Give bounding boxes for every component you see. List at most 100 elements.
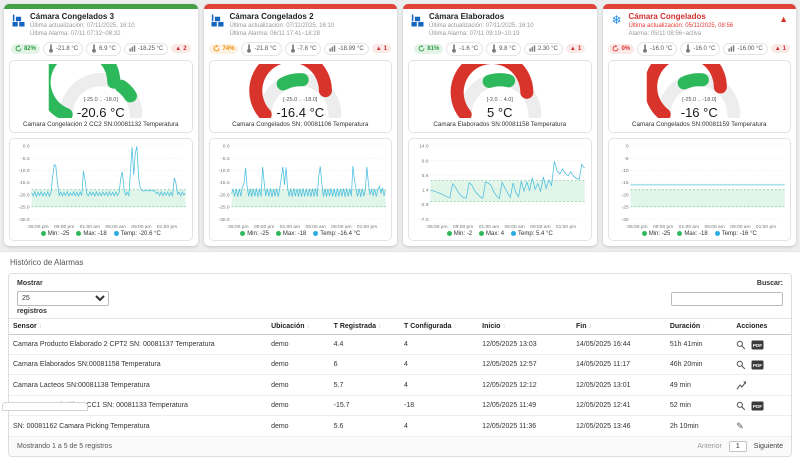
legend-min: Min: -25 (641, 231, 670, 237)
thermometer-icon (686, 44, 691, 53)
activity-icon (736, 381, 747, 390)
avg-temp-badge: 2.30 °C (523, 42, 563, 55)
column-header-t-registrada[interactable]: T Registrada ↕ (329, 318, 400, 336)
svg-text:-30.0: -30.0 (18, 216, 29, 222)
search-input[interactable] (671, 291, 783, 306)
avg-temp-badge: -18.99 °C (324, 42, 369, 55)
page-size-select[interactable]: 25 (17, 291, 109, 307)
camera-card-3: Cámara Elaborados Última actualización: 0… (403, 4, 597, 247)
pdf-icon[interactable]: PDF (751, 340, 764, 350)
availability-badge: 82% (10, 43, 40, 54)
warehouse-icon (211, 14, 224, 27)
search-icon[interactable] (736, 401, 746, 411)
chart-panel: 0 -5 -10 -15 -20 -25 -30 05:00 pm 09:00 pm 01:00 … (607, 137, 791, 242)
cell-inicio: 12/05/2025 11:36 (478, 415, 572, 438)
cell-t-registrada: -15.7 (329, 395, 400, 417)
temperature-gauge (646, 63, 741, 118)
cell-sensor: Camara Producto Elaborado 2 CPT2 SN: 000… (9, 334, 268, 356)
last-update: Última actualización: 05/11/2025, 08:56 (628, 23, 734, 30)
pagination-previous[interactable]: Anterior (697, 443, 722, 451)
warning-triangle-icon: ▲ (175, 45, 182, 52)
svg-text:01:00 pm: 01:00 pm (157, 223, 177, 229)
sort-icon: ↕ (453, 324, 457, 331)
refresh-icon (613, 45, 619, 52)
min-temp-badge: -21.8 °C (42, 41, 84, 56)
card-title: Cámara Congelados (628, 12, 706, 21)
gauge-panel: [-25.0 .. -18.0] -16 °C Camara Congelados … (607, 59, 791, 133)
svg-text:-25.0: -25.0 (18, 204, 29, 210)
edit-icon[interactable]: ✎ (736, 421, 744, 432)
gauge-value: 5 °C (487, 104, 513, 120)
max-temp-badge: 6.9 °C (86, 41, 121, 56)
pagination-next[interactable]: Siguiente (753, 443, 783, 451)
svg-text:-20.0: -20.0 (218, 192, 229, 198)
table-row: SN: 00081162 Camara Picking Temperatura d… (9, 415, 791, 438)
cell-t-configurada: -18 (399, 395, 479, 417)
pdf-icon[interactable]: PDF (751, 401, 764, 411)
svg-text:05:00 am: 05:00 am (305, 223, 325, 229)
svg-text:09:00 pm: 09:00 pm (653, 223, 673, 229)
last-update: Última actualización: 07/11/2025, 16:10 (30, 23, 135, 30)
thermometer-icon (452, 44, 457, 53)
svg-text:09:00 am: 09:00 am (331, 223, 351, 229)
activity-icon[interactable] (736, 380, 747, 391)
card-header: Cámara Congelados 2 Última actualización:… (204, 9, 398, 40)
svg-text:01:00 am: 01:00 am (678, 223, 698, 229)
camera-card-1: Cámara Congelados 3 Última actualización:… (4, 4, 198, 247)
cell-ubicacion: demo (267, 354, 330, 376)
thermometer-icon (49, 44, 53, 53)
warning-triangle-icon: ▲ (375, 45, 382, 52)
svg-text:-15.0: -15.0 (18, 180, 29, 186)
pagination-page-1[interactable]: 1 (728, 441, 747, 453)
svg-text:09:00 pm: 09:00 pm (453, 223, 473, 229)
min-temp-badge: -16.0 °C (637, 41, 678, 56)
cell-t-configurada: 4 (399, 415, 479, 438)
column-header-fin[interactable]: Fin ↕ (572, 318, 666, 336)
alarm-history-panel: Mostrar 25 registros Buscar: Sensor ↕ Ubic… (8, 273, 792, 457)
cell-duracion: 2h 10min (665, 415, 733, 438)
page-size-control: Mostrar 25 registros (17, 280, 109, 315)
gauge-value: -20.6 °C (76, 104, 125, 120)
chart-legend: Min: -25 Max: -18 Temp: -20.6 °C (12, 230, 190, 240)
svg-text:-25: -25 (621, 204, 628, 210)
avg-chart-icon (529, 45, 536, 52)
card-title: Cámara Elaborados (429, 12, 505, 21)
availability-badge: 81% (414, 43, 444, 54)
records-label: registros (17, 308, 47, 316)
svg-text:05:00 am: 05:00 am (106, 223, 126, 229)
availability-badge: 74% (209, 43, 239, 54)
column-header-t-configurada[interactable]: T Configurada ↕ (399, 318, 479, 336)
svg-text:0.0: 0.0 (222, 143, 229, 149)
thermometer-icon (92, 44, 96, 53)
cell-inicio: 12/05/2025 12:57 (478, 354, 572, 376)
pdf-icon[interactable]: PDF (751, 360, 764, 370)
cell-inicio: 12/05/2025 13:03 (478, 334, 572, 356)
svg-text:05:00 pm: 05:00 pm (427, 223, 447, 229)
svg-text:PDF: PDF (753, 404, 762, 409)
alarm-count-badge: ▲ 1 (770, 44, 791, 54)
column-header-acciones[interactable]: Acciones (732, 318, 791, 336)
svg-text:-10: -10 (621, 168, 628, 174)
column-header-ubicaci-n[interactable]: Ubicación ↕ (267, 318, 330, 336)
legend-temp: Temp: -16.4 °C (313, 231, 360, 237)
column-header-sensor[interactable]: Sensor ↕ (9, 318, 268, 336)
gauge-range-label: [-25.0 .. -18.0] (283, 96, 318, 103)
svg-text:09:00 am: 09:00 am (131, 223, 151, 229)
avg-chart-icon (728, 45, 735, 52)
table-row: Camara Elaborados SN:00081158 Temperatur… (9, 354, 791, 376)
search-icon[interactable] (736, 360, 746, 370)
card-header: ❄ Cámara Congelados Última actualización: … (603, 9, 797, 40)
column-header-duraci-n[interactable]: Duración ↕ (665, 318, 733, 336)
refresh-icon (418, 45, 425, 52)
search-icon[interactable] (736, 340, 746, 350)
cell-t-registrada: 5.6 (329, 415, 400, 438)
temperature-gauge (48, 63, 143, 118)
column-header-inicio[interactable]: Inicio ↕ (478, 318, 572, 336)
last-update: Última actualización: 07/11/2025, 16:10 (229, 23, 335, 30)
gauge-value: -16.4 °C (276, 104, 325, 120)
cell-duracion: 49 min (665, 374, 733, 397)
svg-text:-30: -30 (621, 216, 628, 222)
pdf-icon: PDF (751, 360, 764, 370)
warning-triangle-icon: ▲ (779, 14, 788, 24)
sensor-label: Camara Elaborados SN:00081158 Temperatur… (433, 120, 567, 128)
